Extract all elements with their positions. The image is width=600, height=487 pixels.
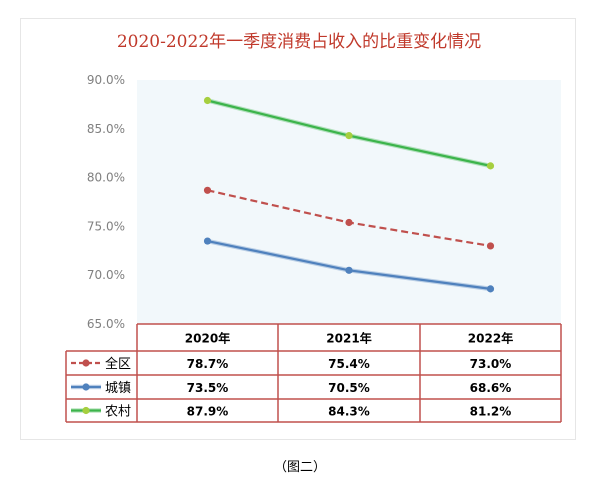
legend-label: 城镇 [105, 381, 131, 396]
y-tick-label: 80.0% [87, 171, 125, 185]
data-point [203, 237, 212, 245]
y-tick-label: 65.0% [87, 317, 125, 331]
data-point [203, 96, 212, 105]
data-point [345, 132, 353, 140]
data-label: 78.7% [187, 357, 229, 371]
data-point [486, 285, 495, 293]
data-label: 87.9% [187, 405, 229, 419]
legend-label: 全区 [105, 356, 131, 372]
legend-marker [82, 359, 90, 367]
legend-marker [82, 383, 90, 391]
legend-marker [82, 406, 90, 415]
y-axis-ticks: 65.0% 70.0% 75.0% 80.0% 85.0% 90.0% [87, 73, 125, 331]
figure-caption: （图二） [273, 460, 326, 475]
category-label: 2020年 [185, 331, 230, 346]
category-label: 2022年 [468, 331, 513, 346]
chart-title: 2020-2022年一季度消费占收入的比重变化情况 [117, 32, 481, 52]
plot-area [137, 80, 561, 324]
y-tick-label: 90.0% [87, 73, 125, 87]
data-label: 73.0% [470, 357, 512, 371]
y-tick-label: 85.0% [87, 122, 125, 136]
y-tick-label: 75.0% [87, 219, 125, 233]
data-label: 84.3% [328, 405, 370, 419]
legend-label: 农村 [105, 405, 131, 420]
chart: 2020-2022年一季度消费占收入的比重变化情况 65.0% 70.0% 75.0… [65, 32, 562, 423]
data-label: 81.2% [470, 405, 512, 419]
data-point [486, 242, 495, 250]
data-point [486, 162, 495, 170]
data-point [345, 218, 353, 227]
series-lines [203, 96, 495, 293]
chart-frame: 2020-2022年一季度消费占收入的比重变化情况 65.0% 70.0% 75.0… [20, 18, 576, 440]
category-label: 2021年 [326, 331, 371, 346]
data-point [203, 186, 212, 194]
data-label: 73.5% [187, 381, 229, 395]
data-label: 75.4% [328, 357, 370, 371]
data-label: 70.5% [328, 381, 370, 395]
data-label: 68.6% [470, 381, 512, 395]
data-point [345, 266, 353, 274]
y-tick-label: 70.0% [87, 268, 125, 282]
